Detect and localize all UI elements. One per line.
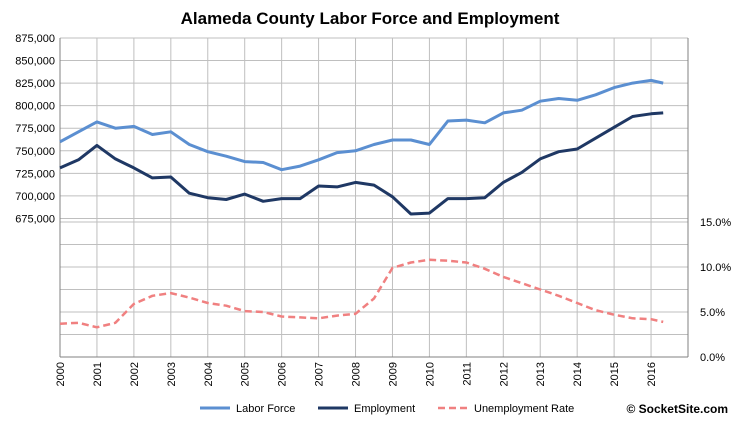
y-left-tick-label: 700,000: [15, 191, 55, 203]
x-tick-label: 2007: [314, 362, 326, 386]
x-tick-label: 2010: [424, 362, 436, 386]
x-tick-label: 2014: [572, 362, 584, 386]
axes: 675,000 700,000 725,000 750,000 775,000 800,0…: [15, 33, 731, 386]
x-tick-label: 2016: [646, 362, 658, 386]
y-right-tick-label: 10.0%: [700, 262, 731, 274]
grid: [59, 37, 689, 358]
y-left-tick-label: 875,000: [15, 33, 55, 45]
series-line-labor-force: [59, 78, 664, 172]
y-left-tick-label: 725,000: [15, 168, 55, 180]
x-tick-label: 2015: [609, 362, 621, 386]
x-tick-label: 2001: [92, 362, 104, 386]
y-left-tick-label: 675,000: [15, 213, 55, 225]
legend: Labor Force Employment Unemployment Rate: [200, 403, 574, 415]
y-left-tick-label: 750,000: [15, 146, 55, 158]
x-tick-label: 2012: [498, 362, 510, 386]
x-tick-label: 2003: [166, 362, 178, 386]
series-lines: [59, 78, 664, 329]
legend-label: Unemployment Rate: [474, 403, 574, 415]
y-left-tick-label: 850,000: [15, 56, 55, 68]
y-right-tick-label: 15.0%: [700, 217, 731, 229]
series-line-unemployment-rate: [59, 258, 664, 329]
x-tick-label: 2000: [55, 362, 67, 386]
x-tick-label: 2008: [351, 362, 363, 386]
x-tick-label: 2011: [461, 362, 473, 386]
legend-label: Labor Force: [236, 403, 295, 415]
y-left-tick-label: 775,000: [15, 123, 55, 135]
x-tick-label: 2013: [535, 362, 547, 386]
y-left-tick-label: 800,000: [15, 101, 55, 113]
chart-title: Alameda County Labor Force and Employmen…: [181, 9, 560, 28]
series-line-employment: [59, 111, 664, 216]
x-tick-label: 2006: [277, 362, 289, 386]
x-tick-label: 2004: [203, 362, 215, 386]
y-right-tick-label: 5.0%: [700, 307, 725, 319]
x-tick-label: 2005: [240, 362, 252, 386]
y-right-tick-label: 0.0%: [700, 352, 725, 364]
y-left-tick-label: 825,000: [15, 78, 55, 90]
credit-text: © SocketSite.com: [626, 402, 728, 416]
legend-label: Employment: [354, 403, 415, 415]
x-tick-label: 2002: [129, 362, 141, 386]
x-tick-label: 2009: [387, 362, 399, 386]
